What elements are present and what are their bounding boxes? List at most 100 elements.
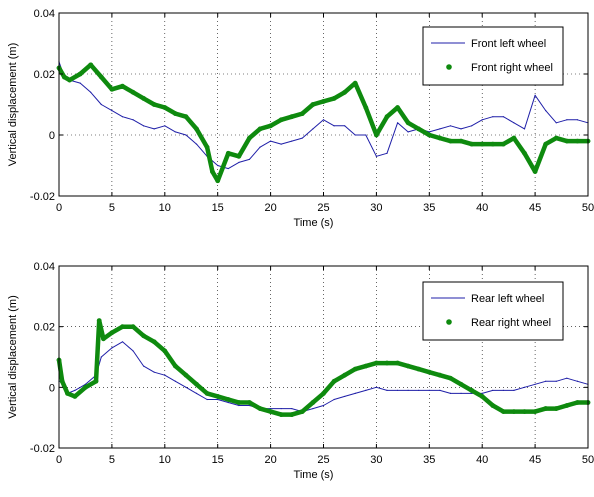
data-point <box>331 378 337 384</box>
data-point <box>469 141 475 147</box>
data-point <box>405 363 411 369</box>
data-point <box>352 80 358 86</box>
legend-box <box>422 26 564 86</box>
data-point <box>153 128 155 130</box>
data-point <box>418 389 420 391</box>
data-point <box>374 132 379 138</box>
data-point <box>141 96 147 101</box>
data-point <box>312 407 314 410</box>
data-point <box>227 401 229 404</box>
data-point <box>333 125 335 127</box>
data-point <box>407 389 409 391</box>
data-point <box>141 333 147 339</box>
data-point <box>174 380 176 382</box>
data-point <box>83 384 88 390</box>
x-tick-label: 15 <box>212 454 224 466</box>
data-point <box>164 125 166 127</box>
data-point <box>236 400 242 405</box>
data-point <box>195 392 198 394</box>
data-point <box>354 392 356 394</box>
data-point <box>416 126 422 132</box>
x-tick-label: 30 <box>370 202 382 214</box>
data-point <box>331 96 337 101</box>
data-point <box>545 110 547 112</box>
y-tick-label: 0.04 <box>34 8 55 20</box>
data-point <box>321 391 326 396</box>
data-point <box>513 122 515 124</box>
legend-label: Front right wheel <box>471 62 553 74</box>
data-point <box>564 403 570 408</box>
data-point <box>426 132 432 138</box>
x-tick-label: 0 <box>56 454 62 466</box>
data-point <box>374 360 379 366</box>
data-point <box>490 141 496 147</box>
data-point <box>545 380 547 382</box>
data-point <box>342 372 348 378</box>
x-tick-label: 50 <box>582 454 594 466</box>
data-point <box>77 71 83 77</box>
data-point <box>299 111 305 117</box>
data-point <box>121 116 124 118</box>
data-point <box>492 389 494 391</box>
data-point <box>172 111 178 117</box>
data-point <box>227 167 229 170</box>
data-point <box>153 371 155 373</box>
x-tick-label: 20 <box>264 454 276 466</box>
data-point <box>384 114 390 120</box>
data-point <box>93 378 99 384</box>
legend-marker <box>446 319 452 325</box>
data-point <box>79 82 81 84</box>
x-tick-label: 5 <box>109 454 115 466</box>
data-point <box>481 119 483 121</box>
data-point <box>354 134 356 136</box>
data-point <box>532 409 538 414</box>
data-point <box>194 126 199 132</box>
data-point <box>576 380 579 382</box>
data-point <box>448 375 453 381</box>
data-point <box>206 398 208 401</box>
data-point <box>490 403 496 408</box>
x-tick-label: 25 <box>317 454 329 466</box>
data-point <box>72 394 78 399</box>
data-point <box>291 407 293 410</box>
data-point <box>210 169 215 175</box>
x-tick-label: 20 <box>264 202 276 214</box>
data-point <box>386 389 388 391</box>
data-point <box>543 406 549 411</box>
data-point <box>479 141 485 147</box>
data-point <box>363 363 369 369</box>
x-tick-label: 35 <box>423 454 435 466</box>
data-point <box>439 389 441 391</box>
data-point <box>101 336 106 342</box>
data-point <box>88 62 94 68</box>
data-point <box>428 389 430 391</box>
data-point <box>257 406 263 411</box>
data-point <box>322 404 325 407</box>
data-point <box>449 392 452 394</box>
data-point <box>183 372 189 378</box>
data-point <box>460 128 462 130</box>
data-point <box>61 74 67 80</box>
data-point <box>65 391 70 396</box>
data-point <box>522 409 527 414</box>
x-tick-label: 0 <box>56 202 62 214</box>
y-tick-label: 0 <box>49 382 55 394</box>
data-point <box>204 391 210 396</box>
data-point <box>448 138 453 144</box>
data-point <box>532 169 538 175</box>
data-point <box>289 114 295 120</box>
data-point <box>460 392 462 394</box>
data-point <box>248 158 251 160</box>
data-point <box>217 398 219 401</box>
data-point <box>120 324 125 330</box>
x-tick-label: 45 <box>529 202 541 214</box>
data-point <box>301 137 303 139</box>
x-tick-label: 35 <box>423 202 435 214</box>
data-point <box>90 91 92 93</box>
data-point <box>174 131 176 133</box>
data-point <box>511 135 517 141</box>
x-tick-label: 5 <box>109 202 115 214</box>
data-point <box>523 386 526 388</box>
series-line-1 <box>58 61 589 170</box>
data-point <box>492 116 494 118</box>
